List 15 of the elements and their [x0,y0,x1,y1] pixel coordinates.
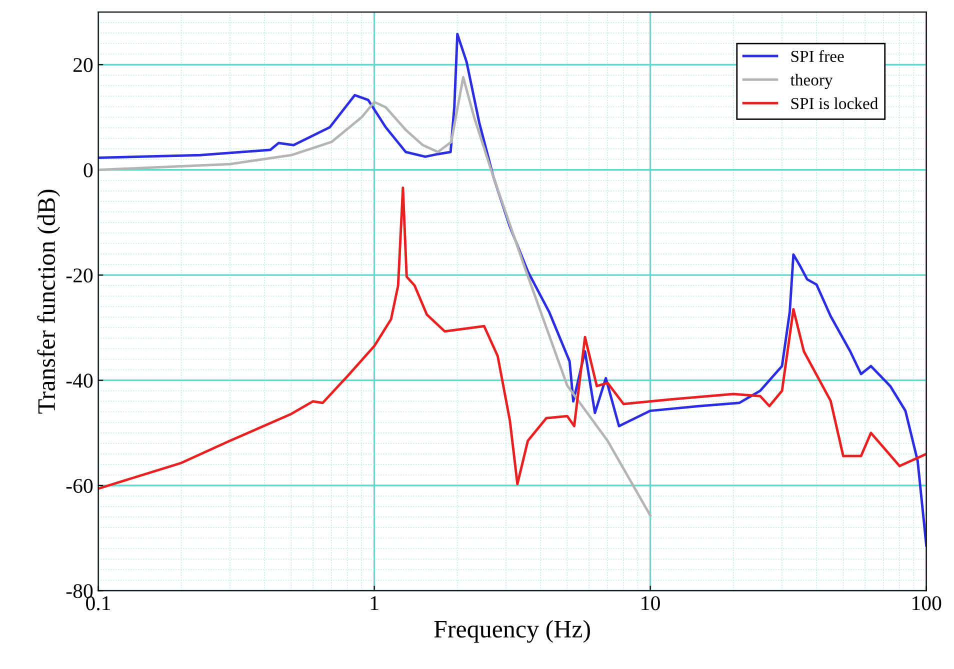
y-tick-label: 20 [73,58,93,72]
y-axis-title: Transfer function (dB) [37,190,60,414]
legend-label: theory [790,74,833,89]
y-tick-label: -20 [66,268,93,283]
y-tick-label: 0 [84,163,93,178]
legend-label: SPI free [791,50,844,62]
y-tick-label: -60 [66,478,93,493]
x-tick-label: 10 [642,596,660,610]
x-tick-label: 1 [370,596,378,610]
legend-label: SPI is locked [791,97,878,110]
x-tick-label: 0.1 [86,596,110,610]
y-tick-label: -40 [66,374,93,388]
x-axis-title: Frequency (Hz) [434,620,590,643]
y-tick-label: -80 [66,584,93,598]
x-tick-label: 100 [912,596,942,610]
